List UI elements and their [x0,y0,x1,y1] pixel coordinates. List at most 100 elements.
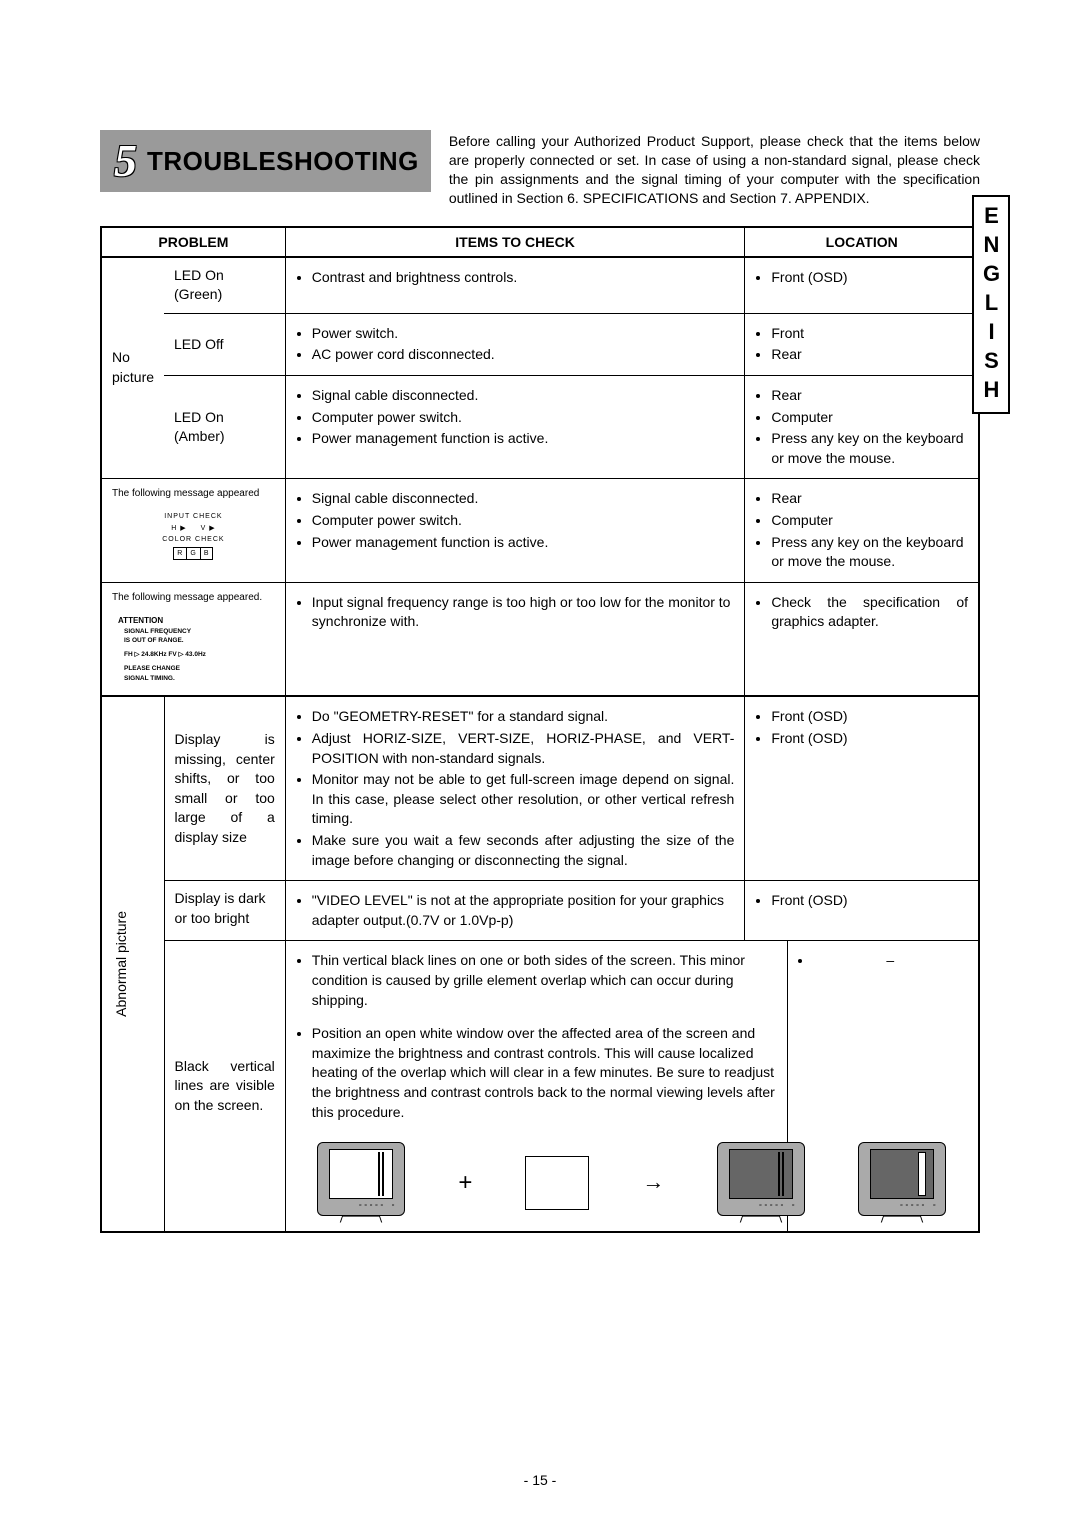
location-cell: Front (OSD) [745,257,979,314]
chapter-number: 5 [114,138,137,184]
table-row: Display is dark or too bright "VIDEO LEV… [101,881,979,941]
loc-text: Front [771,324,968,344]
osd-line: SIGNAL TIMING. [124,674,269,684]
items-cell: Do "GEOMETRY-RESET" for a standard signa… [285,696,745,880]
osd-line: IS OUT OF RANGE. [124,636,269,646]
item-text: Computer power switch. [312,511,735,531]
items-cell: "VIDEO LEVEL" is not at the appropriate … [285,881,745,941]
location-cell: Front Rear [745,313,979,375]
table-row: Abnormal picture Display is missing, cen… [101,696,979,880]
item-text: Make sure you wait a few seconds after a… [312,831,735,870]
rgb-g: G [187,548,200,559]
osd-att: ATTENTION [118,615,269,627]
sub-display-missing: Display is missing, center shifts, or to… [164,696,285,880]
loc-text: Computer [771,511,968,531]
monitor-icon: ∘∘∘∘∘ ∘ [858,1142,946,1223]
loc-text: Computer [771,408,968,428]
items-cell: Contrast and brightness controls. [285,257,745,314]
sub-led-green: LED On (Green) [164,257,285,314]
plus-icon: + [458,1166,472,1200]
table-row: Black vertical lines are visible on the … [101,941,979,1232]
items-cell: Input signal frequency range is too high… [285,582,745,696]
item-text: Power management function is active. [312,533,735,553]
loc-text: – [813,951,968,971]
white-window-icon [525,1156,589,1210]
item-text: Signal cable disconnected. [312,386,735,406]
monitor-diagram: ∘∘∘∘∘ ∘ + → ∘∘∘∘∘ ∘ ∘∘∘∘∘ ∘ [296,1142,968,1223]
problem-msg2: The following message appeared. ATTENTIO… [101,582,285,696]
col-items: ITEMS TO CHECK [285,227,745,257]
sub-display-dark: Display is dark or too bright [164,881,285,941]
osd-attention: ATTENTION SIGNAL FREQUENCY IS OUT OF RAN… [112,611,275,688]
rgb-r: R [174,548,187,559]
item-text: Signal cable disconnected. [312,489,735,509]
item-text: Adjust HORIZ-SIZE, VERT-SIZE, HORIZ-PHAS… [312,729,735,768]
col-problem: PROBLEM [101,227,285,257]
table-header-row: PROBLEM ITEMS TO CHECK LOCATION [101,227,979,257]
chapter-title: TROUBLESHOOTING [147,146,419,177]
intro-text: Before calling your Authorized Product S… [449,130,980,208]
location-cell: Check the specification of graphics adap… [745,582,979,696]
header-row: 5 TROUBLESHOOTING Before calling your Au… [100,130,980,208]
msg-label: The following message appeared. [112,591,275,605]
table-row: LED On (Amber) Signal cable disconnected… [101,375,979,478]
item-text: AC power cord disconnected. [312,345,735,365]
osd-line: SIGNAL FREQUENCY [124,627,269,637]
item-text: Power switch. [312,324,735,344]
loc-text: Front (OSD) [771,707,968,727]
item-text: Do "GEOMETRY-RESET" for a standard signa… [312,707,735,727]
osd-h: H ▶ [171,523,186,534]
item-text: Power management function is active. [312,429,735,449]
item-text: Computer power switch. [312,408,735,428]
rgb-b: B [201,548,213,559]
osd-line: INPUT CHECK [114,511,273,522]
page: ENGLISH 5 TROUBLESHOOTING Before calling… [0,0,1080,1273]
table-row: The following message appeared INPUT CHE… [101,479,979,582]
troubleshooting-table: PROBLEM ITEMS TO CHECK LOCATION No pictu… [100,226,980,1234]
table-row: The following message appeared. ATTENTIO… [101,582,979,696]
loc-text: Press any key on the keyboard or move th… [771,429,968,468]
col-location: LOCATION [745,227,979,257]
problem-msg1: The following message appeared INPUT CHE… [101,479,285,582]
loc-text: Front (OSD) [771,268,968,288]
loc-text: Rear [771,489,968,509]
location-cell: Front (OSD) Front (OSD) [745,696,979,880]
loc-text: Check the specification of graphics adap… [771,593,968,632]
abnormal-label: Abnormal picture [112,911,132,1017]
language-tab: ENGLISH [972,195,1010,414]
item-text: "VIDEO LEVEL" is not at the appropriate … [312,891,735,930]
loc-text: Front (OSD) [771,729,968,749]
monitor-icon: ∘∘∘∘∘ ∘ [717,1142,805,1223]
osd-rgb: R G B [173,547,213,560]
item-text: Position an open white window over the a… [312,1024,777,1122]
location-cell: Front (OSD) [745,881,979,941]
loc-text: Rear [771,386,968,406]
page-number: - 15 - [0,1472,1080,1488]
item-text: Monitor may not be able to get full-scre… [312,770,735,829]
sub-led-off: LED Off [164,313,285,375]
monitor-icon: ∘∘∘∘∘ ∘ [317,1142,405,1223]
problem-abnormal: Abnormal picture [101,696,164,1232]
msg-label: The following message appeared [112,487,275,501]
table-row: No picture LED On (Green) Contrast and b… [101,257,979,314]
sub-black-lines: Black vertical lines are visible on the … [164,941,285,1232]
osd-input-check: INPUT CHECK H ▶ V ▶ COLOR CHECK R G B [112,507,275,564]
item-text: Thin vertical black lines on one or both… [312,951,777,1010]
arrow-icon: → [642,1167,664,1198]
loc-text: Front (OSD) [771,891,968,911]
location-cell: Rear Computer Press any key on the keybo… [745,479,979,582]
item-text: Contrast and brightness controls. [312,268,735,288]
loc-text: Rear [771,345,968,365]
table-row: LED Off Power switch. AC power cord disc… [101,313,979,375]
items-cell: Signal cable disconnected. Computer powe… [285,375,745,478]
osd-line: FH ▷ 24.8KHz FV ▷ 43.0Hz [124,650,269,660]
osd-line: PLEASE CHANGE [124,664,269,674]
location-cell: Rear Computer Press any key on the keybo… [745,375,979,478]
items-cell: Thin vertical black lines on one or both… [285,941,979,1232]
item-text: Input signal frequency range is too high… [312,593,735,632]
items-cell: Signal cable disconnected. Computer powe… [285,479,745,582]
problem-no-picture: No picture [101,257,164,479]
osd-v: V ▶ [201,523,216,534]
chapter-box: 5 TROUBLESHOOTING [100,130,431,192]
items-cell: Power switch. AC power cord disconnected… [285,313,745,375]
